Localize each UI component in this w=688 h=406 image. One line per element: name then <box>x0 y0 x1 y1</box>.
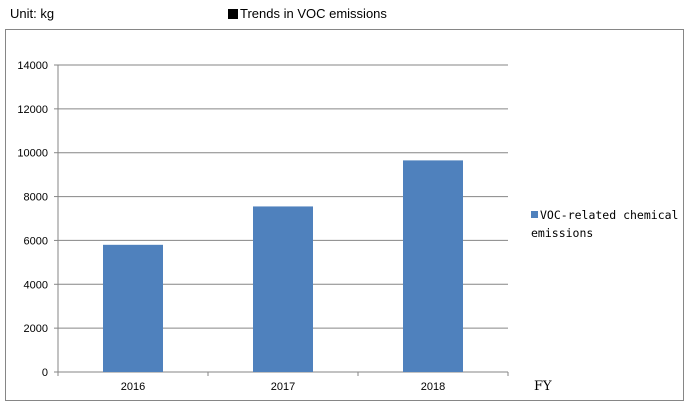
bar <box>103 244 163 372</box>
legend: VOC-related chemical emissions <box>531 206 681 242</box>
x-tick-label: 2017 <box>271 381 295 393</box>
unit-label: Unit: kg <box>10 6 55 21</box>
y-tick-label: 0 <box>42 367 48 379</box>
title-square-icon <box>228 8 238 19</box>
bar <box>403 160 463 372</box>
y-tick-label: 6000 <box>24 235 48 247</box>
y-tick-label: 8000 <box>24 192 48 204</box>
y-tick-label: 12000 <box>17 104 48 116</box>
x-axis-title: FY <box>534 379 552 394</box>
x-tick-label: 2018 <box>421 381 445 393</box>
legend-swatch <box>531 211 538 218</box>
chart-title-text: Trends in VOC emissions <box>240 6 387 21</box>
legend-label: VOC-related chemical emissions <box>531 208 679 240</box>
y-tick-label: 10000 <box>17 148 48 160</box>
x-tick-label: 2016 <box>121 381 145 393</box>
chart-title: Trends in VOC emissions <box>228 6 387 21</box>
bar <box>253 206 313 372</box>
y-tick-label: 2000 <box>24 323 48 335</box>
y-tick-label: 4000 <box>24 279 48 291</box>
chart-frame <box>5 29 684 401</box>
y-tick-label: 14000 <box>17 60 48 72</box>
